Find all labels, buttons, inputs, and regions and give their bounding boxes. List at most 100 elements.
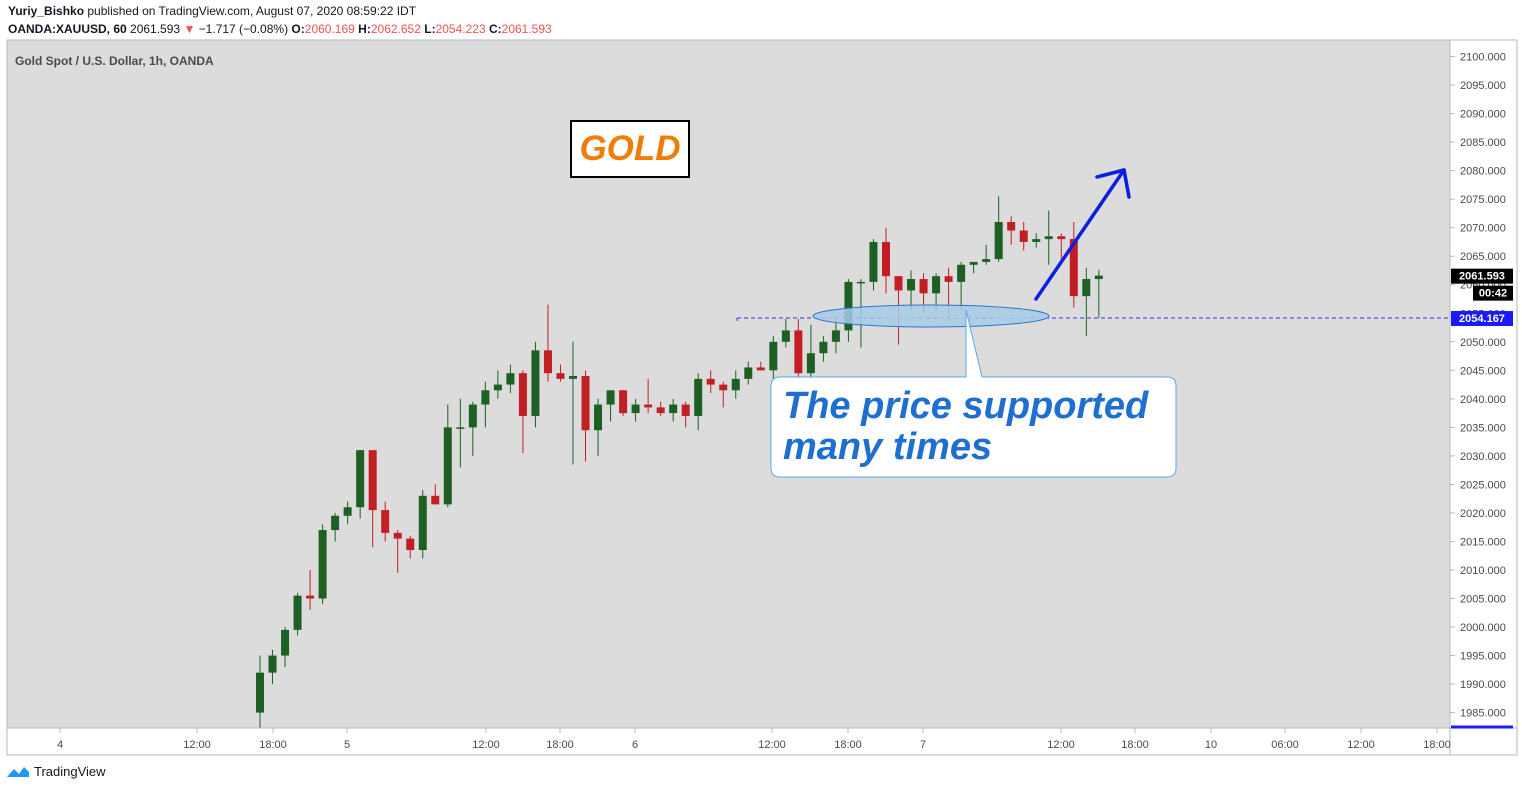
candle-body — [606, 390, 615, 405]
candle — [569, 341, 577, 465]
candle — [781, 318, 790, 348]
candle — [318, 524, 327, 605]
candle — [681, 401, 690, 428]
y-tick-label: 2010.000 — [1460, 565, 1506, 577]
axis-corner — [1449, 727, 1518, 756]
time-axis[interactable] — [6, 727, 1451, 756]
candle — [694, 373, 703, 431]
x-tick-label: 06:00 — [1271, 739, 1299, 751]
candle-body — [581, 376, 590, 431]
candle — [1007, 216, 1016, 245]
candle-body — [556, 373, 565, 379]
callout-text-line2: many times — [783, 426, 992, 468]
candle — [331, 512, 340, 542]
candle-body — [1019, 230, 1028, 242]
candle — [819, 336, 828, 362]
candle-body — [1069, 239, 1078, 297]
candle — [468, 401, 477, 456]
y-tick-label: 2050.000 — [1460, 337, 1506, 349]
price-axis[interactable] — [1449, 39, 1518, 729]
callout-text-line1: The price supported — [783, 385, 1149, 427]
candle-body — [406, 538, 415, 551]
low-value: 2054.223 — [435, 22, 486, 36]
close-value: 2061.593 — [501, 22, 552, 36]
candle — [619, 390, 628, 416]
callout-box[interactable]: The price supported many times — [770, 309, 1177, 478]
candle — [268, 649, 277, 685]
candle-body — [569, 376, 577, 379]
candle — [581, 370, 590, 462]
candle-body — [819, 341, 828, 354]
publish-info: Yuriy_Bishko published on TradingView.co… — [8, 4, 416, 18]
footer-brand[interactable]: TradingView — [6, 764, 106, 779]
candle — [669, 398, 678, 422]
candle-body — [331, 515, 340, 531]
candle — [769, 336, 778, 379]
x-axis-ticks: 4 12:00 18:00 5 12:00 18:00 6 12:00 18:00 7 12:00 1… — [57, 728, 1451, 751]
candle — [393, 530, 402, 573]
x-tick-label: 18:00 — [259, 739, 287, 751]
candle-body — [806, 353, 815, 374]
x-tick-label: 18:00 — [1121, 739, 1149, 751]
candle — [1057, 233, 1066, 262]
candle-body — [644, 404, 653, 408]
candle — [1044, 210, 1053, 265]
high-value: 2062.652 — [370, 22, 421, 36]
candle — [481, 381, 490, 428]
x-tick-label: 12:00 — [1047, 739, 1075, 751]
candle-body — [994, 221, 1003, 260]
candle-body — [694, 378, 703, 416]
candle — [518, 370, 527, 454]
candle — [418, 490, 427, 559]
candle — [456, 398, 465, 468]
candle — [543, 304, 552, 382]
y-tick-label: 1995.000 — [1460, 651, 1506, 663]
support-zone-ellipse[interactable] — [812, 304, 1050, 328]
candle-body — [456, 427, 465, 429]
last-price-marker: 2061.593 — [1451, 268, 1513, 284]
plot-area[interactable] — [6, 39, 1451, 729]
forecast-arrow-icon[interactable] — [1034, 168, 1131, 301]
candle-body — [944, 276, 953, 282]
candle-body — [656, 407, 665, 414]
candle-body — [306, 595, 315, 599]
y-tick-label: 2090.000 — [1460, 109, 1506, 121]
candle — [731, 370, 740, 399]
candle-body — [393, 532, 402, 539]
candle — [706, 370, 715, 394]
candle — [381, 501, 390, 542]
candle-body — [1044, 236, 1053, 240]
candle-body — [781, 330, 790, 342]
candle — [343, 501, 352, 525]
x-tick-label: 12:00 — [1347, 739, 1375, 751]
candle-body — [1057, 236, 1066, 240]
candle-body — [719, 384, 728, 391]
candles-group — [256, 196, 1103, 728]
high-label: H: — [358, 22, 371, 36]
candle-body — [543, 350, 552, 374]
y-tick-label: 2045.000 — [1460, 365, 1506, 377]
countdown-marker: 00:42 — [1473, 285, 1513, 301]
candle-body — [531, 350, 540, 416]
candle — [1082, 267, 1091, 337]
y-tick-label: 2065.000 — [1460, 251, 1506, 263]
y-tick-label: 2085.000 — [1460, 137, 1506, 149]
candle-body — [932, 276, 941, 294]
candle-body — [356, 450, 365, 508]
tradingview-logo-icon — [7, 766, 29, 777]
y-tick-label: 2005.000 — [1460, 594, 1506, 606]
y-tick-label: 2035.000 — [1460, 422, 1506, 434]
candle — [1019, 221, 1028, 251]
gold-label-box[interactable]: GOLD — [570, 120, 690, 178]
candle-body — [431, 495, 440, 505]
candle-body — [481, 390, 490, 405]
author-name[interactable]: Yuriy_Bishko — [8, 4, 85, 18]
open-label: O: — [291, 22, 305, 36]
candle — [306, 569, 315, 610]
y-tick-label: 2095.000 — [1460, 80, 1506, 92]
candle — [969, 261, 978, 274]
candle-body — [343, 507, 352, 516]
y-tick-label: 1990.000 — [1460, 679, 1506, 691]
symbol-label: OANDA:XAUUSD, 60 — [8, 22, 127, 36]
